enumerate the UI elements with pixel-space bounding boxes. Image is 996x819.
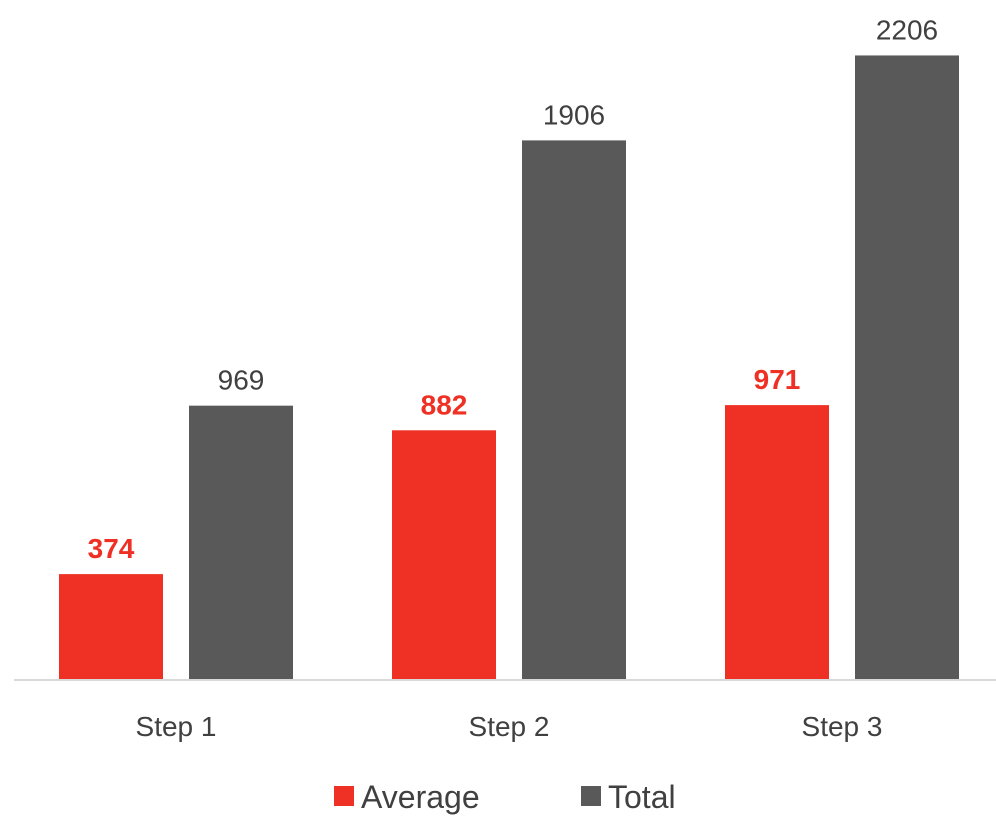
legend-label-average: Average: [361, 779, 480, 815]
category-labels-group: Step 1 Step 2 Step 3: [136, 711, 883, 742]
bar-average-1: [59, 574, 163, 680]
x-tick-label-2: Step 2: [469, 711, 550, 742]
bar-total-1: [189, 405, 293, 680]
data-label-total-1: 969: [218, 365, 265, 396]
bar-average-2: [392, 430, 496, 680]
x-tick-label-1: Step 1: [136, 711, 217, 742]
legend-swatch-average: [334, 786, 354, 806]
bar-total-3: [855, 55, 959, 680]
bars-group: [59, 55, 959, 680]
data-label-total-2: 1906: [543, 99, 605, 130]
data-label-average-3: 971: [754, 364, 801, 395]
bar-average-3: [725, 405, 829, 680]
data-label-average-1: 374: [88, 533, 135, 564]
data-label-total-3: 2206: [876, 14, 938, 45]
legend-swatch-total: [581, 786, 601, 806]
legend-label-total: Total: [608, 779, 676, 815]
value-labels-group: 374 969 882 1906 971 2206: [88, 14, 939, 564]
bar-total-2: [522, 140, 626, 680]
x-tick-label-3: Step 3: [802, 711, 883, 742]
legend: Average Total: [334, 779, 676, 815]
data-label-average-2: 882: [421, 389, 468, 420]
